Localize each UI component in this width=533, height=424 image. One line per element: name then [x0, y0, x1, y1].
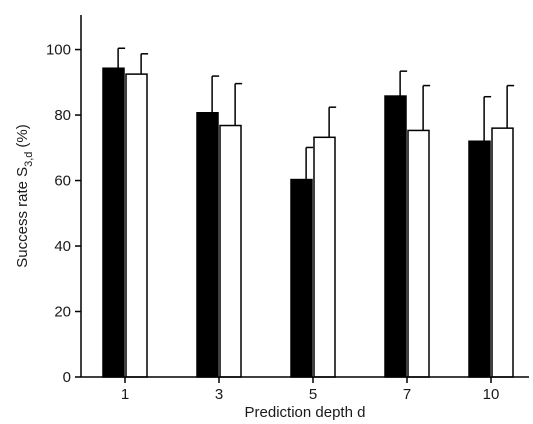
y-axis-title-subscript: 3,d	[23, 152, 35, 167]
y-axis-title: Success rate S3,d (%)	[14, 124, 35, 268]
bar-series2-10	[491, 127, 514, 378]
error-bars-layer	[117, 47, 515, 180]
y-tick-label: 0	[63, 369, 71, 386]
y-tick-label: 60	[54, 173, 71, 190]
y-tick-label: 80	[54, 107, 71, 124]
bar-series1-10	[468, 140, 491, 378]
bar-series2-7	[407, 129, 430, 378]
bar-series1-7	[384, 95, 407, 378]
axes-layer	[80, 15, 529, 378]
y-axis-title-main: Success rate S	[14, 167, 31, 268]
y-tick-label: 100	[46, 42, 71, 59]
x-tick-label: 7	[403, 386, 411, 403]
bars-layer	[102, 67, 514, 378]
bar-series2-3	[219, 124, 242, 378]
y-tick-label: 20	[54, 304, 71, 321]
x-tick-label: 10	[483, 386, 500, 403]
bar-series1-3	[196, 112, 219, 378]
x-ticks: 1 3 5 7 10	[121, 377, 500, 403]
x-axis-title: Prediction depth d	[245, 404, 366, 421]
y-ticks: 0 20 40 60 80 100	[46, 42, 81, 386]
bar-series2-1	[125, 73, 148, 378]
bar-series1-1	[102, 67, 125, 378]
y-axis-title-unit: (%)	[14, 124, 31, 147]
bar-series1-5	[290, 178, 313, 378]
x-tick-label: 5	[309, 386, 317, 403]
y-tick-label: 40	[54, 238, 71, 255]
x-tick-label: 3	[215, 386, 223, 403]
bar-series2-5	[313, 136, 336, 378]
x-tick-label: 1	[121, 386, 129, 403]
